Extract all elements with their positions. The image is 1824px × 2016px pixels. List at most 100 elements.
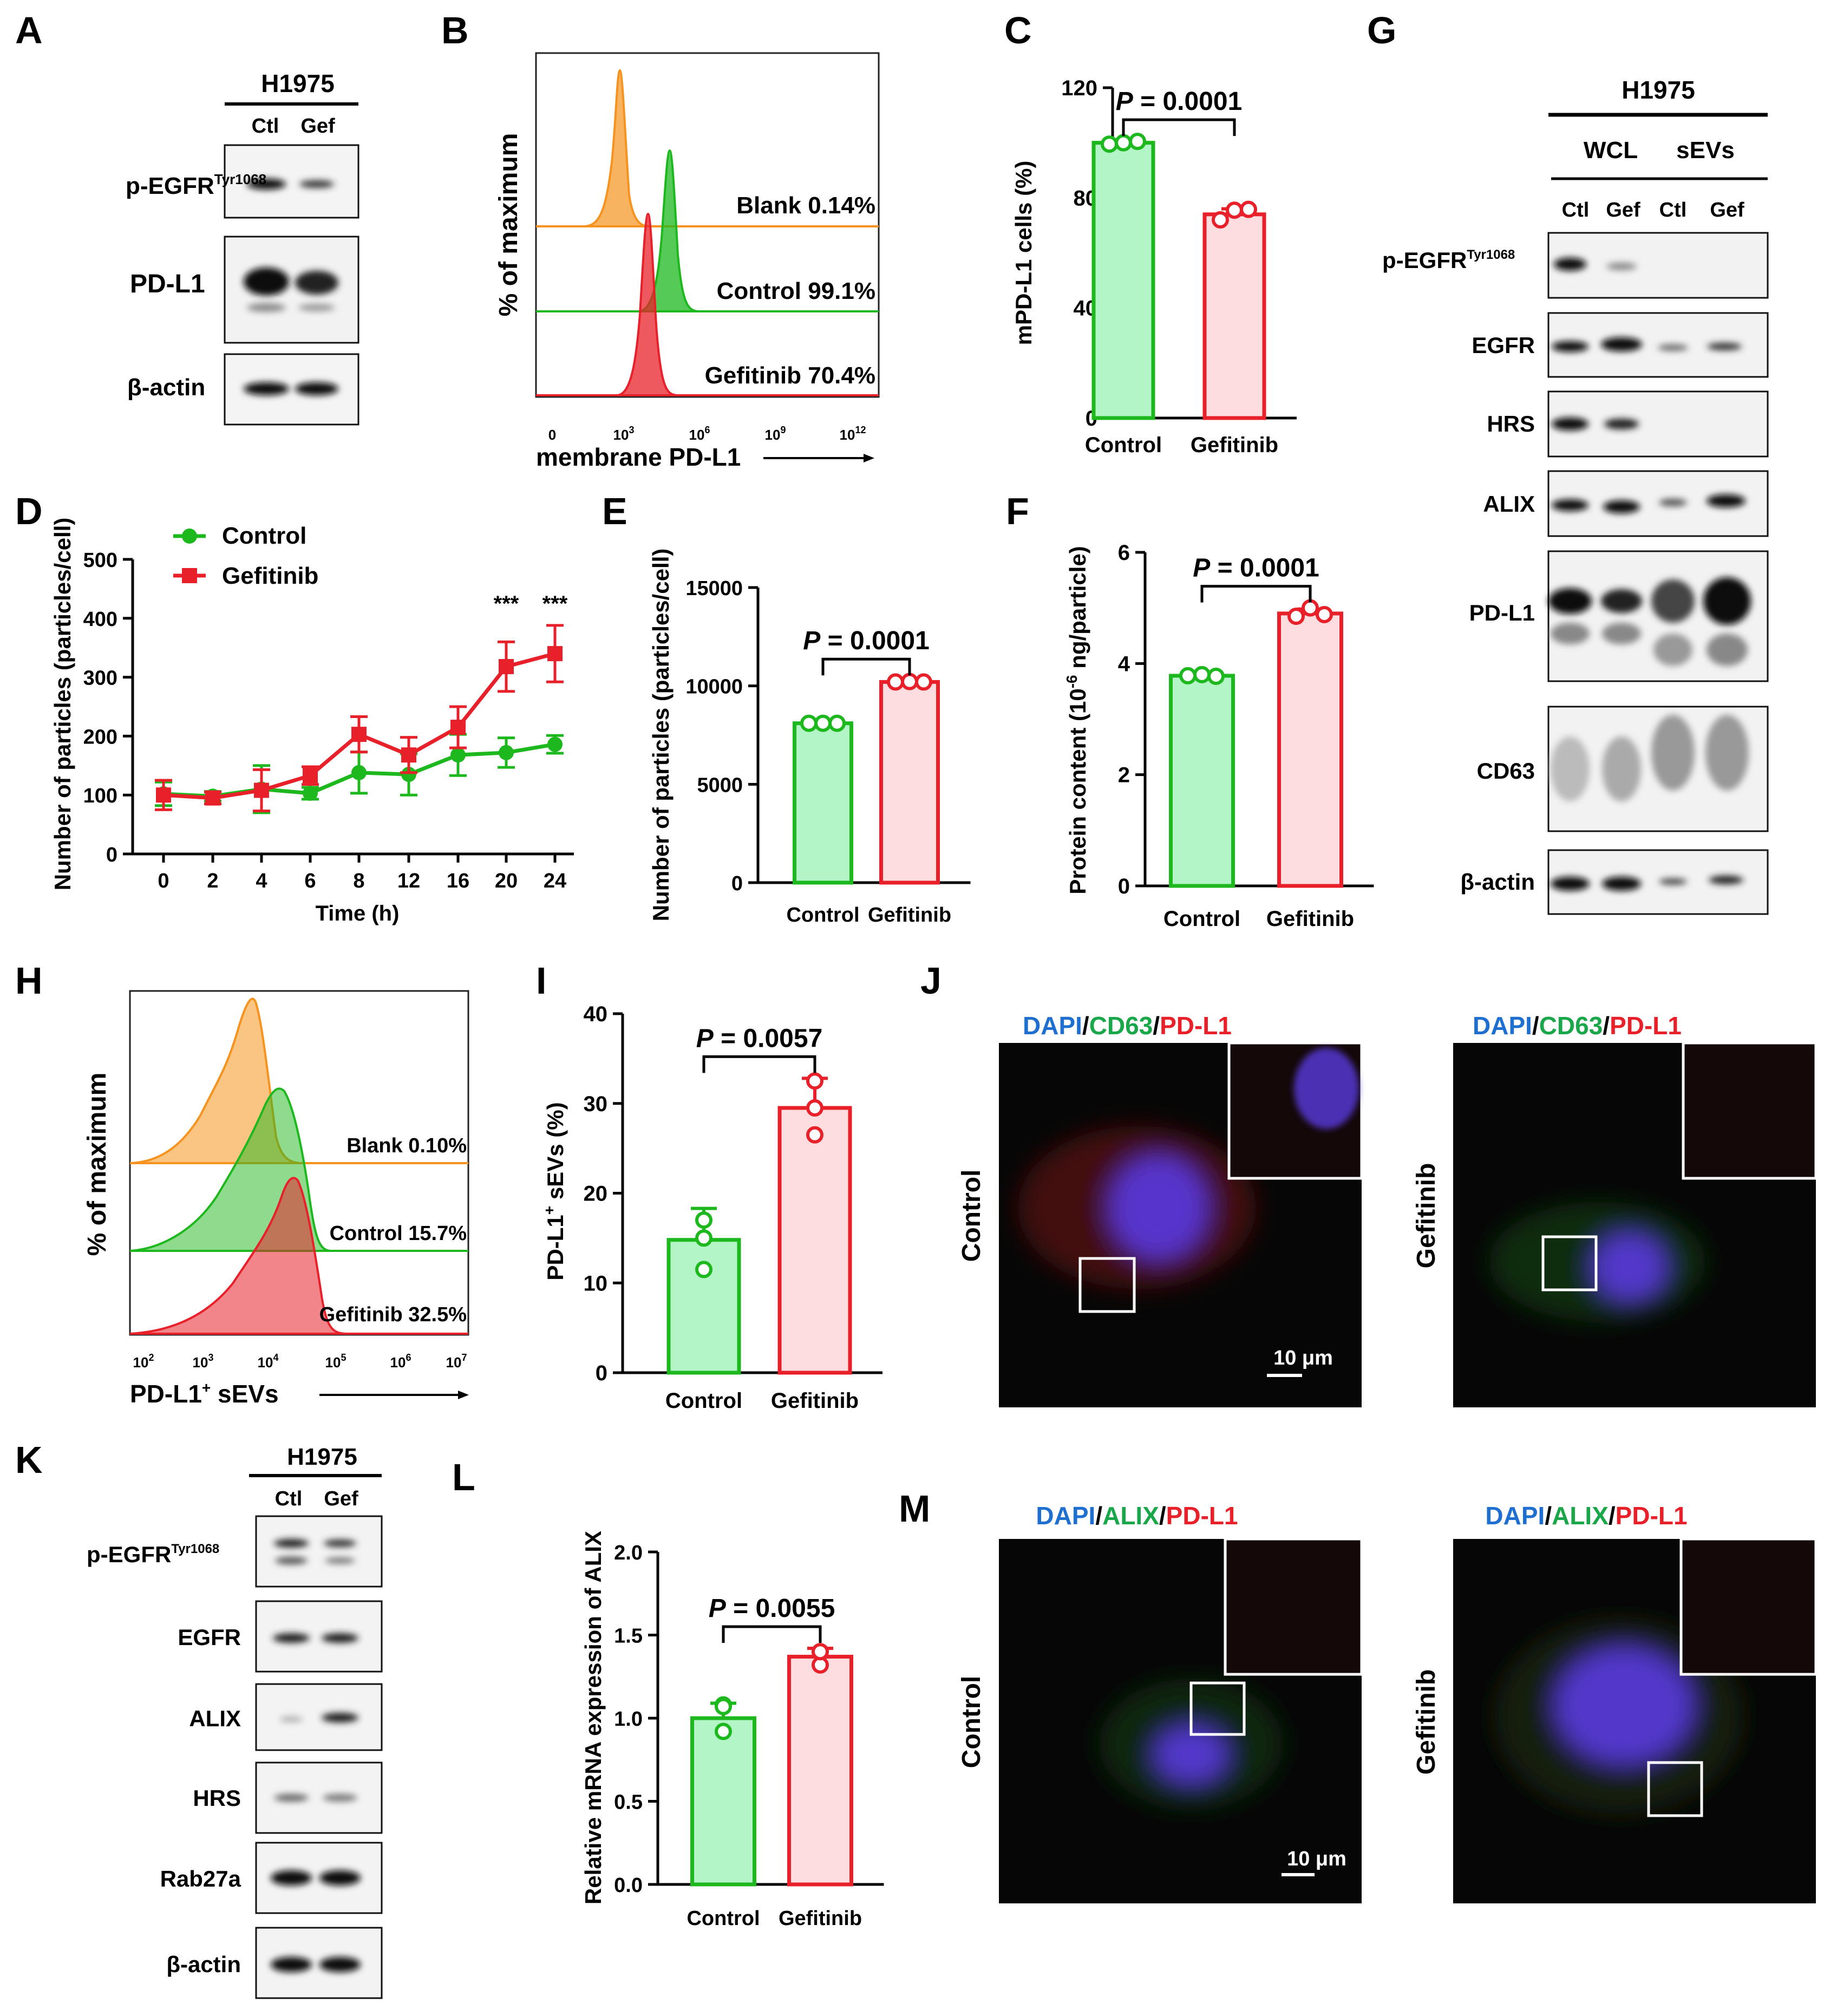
scale-bar-label: 10 μm [1287,1848,1346,1870]
x-tick-label: 16 [447,870,469,892]
lane-label: Gef [324,1487,358,1510]
inset-zoom [1224,1537,1363,1676]
y-axis-title: mPD-L1 cells (%) [1011,161,1036,345]
y-axis-title: % of maximum [494,133,523,317]
data-point [547,646,563,662]
data-point [828,714,846,732]
blot-band [275,1557,308,1564]
y-tick-label: 6 [1118,541,1130,565]
y-tick-label: 0 [106,844,117,866]
y-tick-label: 4 [1118,652,1130,676]
p-value-label: P = 0.0055 [709,1594,835,1623]
x-tick-label: Gefitinib [1266,907,1354,931]
bar [777,1106,852,1375]
legend-marker [182,529,197,544]
y-tick-label: 10000 [685,676,743,699]
data-point [499,745,514,760]
histogram-gefitinib [129,1177,347,1335]
x-tick-label: 103 [613,425,635,443]
panel-letter-f: F [1006,490,1029,532]
track-label: Gefitinib 32.5% [319,1303,467,1326]
legend-label: Gefitinib [222,563,318,589]
blot-band [322,1633,358,1643]
panel-letter-j: J [920,960,942,1002]
x-tick-label: 20 [495,870,518,892]
data-point [1129,133,1146,151]
panel-m: M DAPI/ALIX/PD-L1 DAPI/ALIX/PD-L1 10 μm … [899,1487,1818,1903]
panel-letter-l: L [452,1456,475,1498]
data-point [303,768,318,784]
inset-zoom [1682,1041,1818,1180]
bar [1202,212,1266,420]
blot-band [298,304,335,311]
blot-row-label: CD63 [1477,758,1535,784]
blot-band [247,303,286,312]
lane-label: Gef [1710,199,1744,221]
data-point [351,765,367,780]
chart-panel-i: 0 10 20 30 40 Control Gefitinib P = 0.0057 PD-L1… [541,1002,882,1413]
data-point [915,673,932,691]
blot-box [255,1515,383,1588]
data-point [715,1723,732,1740]
x-tick-label: 8 [353,870,364,892]
blot-band [247,179,286,190]
y-axis-title: PD-L1+ sEVs (%) [541,1102,568,1280]
data-point [814,714,832,732]
track-label: Blank 0.14% [736,192,875,219]
group-label: sEVs [1676,137,1735,164]
blot-box [1547,232,1769,299]
blot-box [255,1927,383,1999]
y-tick-label: 2 [1118,764,1130,787]
blot-row-label: p-EGFRTyr1068 [126,171,266,199]
p-value-label: P = 0.0001 [1116,87,1243,116]
bar [1091,141,1155,420]
scale-bar-label: 10 μm [1273,1347,1333,1369]
blot-row-label: HRS [1487,411,1535,436]
data-point [695,1211,712,1229]
blot-band [319,1870,361,1885]
significance-bracket [1200,585,1312,603]
x-tick-label: 6 [304,870,316,892]
data-point [156,787,171,803]
data-point [806,1099,823,1117]
data-point [1226,201,1243,219]
x-tick-label: 24 [544,870,566,892]
blot-band [279,1717,303,1722]
bar [787,1654,853,1887]
blot-row-label: PD-L1 [130,270,205,298]
x-axis-title: Time (h) [316,902,400,925]
blot-box [255,1683,383,1751]
x-tick-label: Control [786,904,859,927]
lane-label: Ctl [1562,199,1590,221]
data-point [806,1072,823,1090]
blot-band [1551,736,1590,801]
blot-box [224,144,359,219]
x-tick-label: 104 [258,1352,279,1371]
p-value-label: P = 0.0001 [803,627,930,655]
data-point [1212,211,1229,229]
p-value-label: P = 0.0001 [1193,554,1319,583]
panel-k: K H1975 Ctl Gef p-E [15,1439,383,1999]
stain-legend: DAPI/CD63/PD-L1 [1473,1012,1682,1040]
blot-band [319,1957,361,1972]
y-tick-label: 2.0 [614,1542,643,1564]
panel-letter-b: B [441,9,469,51]
y-tick-label: 400 [83,608,117,631]
data-point [205,790,220,806]
roi-box [1078,1257,1136,1313]
blot-band [1653,634,1692,666]
panel-a: A H1975 Ctl Gef p-EGFRTyr1068 PD-L1 β-ac… [15,9,359,426]
blot-band [1659,499,1687,506]
panel-g: G H1975 WCL sEVs Ctl Gef Ctl Gef [1367,9,1769,915]
blot-row-label: EGFR [1472,332,1535,358]
blot-band [1604,419,1639,429]
significance-bracket [1122,118,1236,136]
blot-band [1601,337,1642,351]
x-tick-label: 2 [207,870,218,892]
blot-row-label: β-actin [1460,869,1535,895]
x-tick-label: 105 [325,1352,347,1371]
blot-band [1552,341,1588,352]
data-point [450,747,466,763]
